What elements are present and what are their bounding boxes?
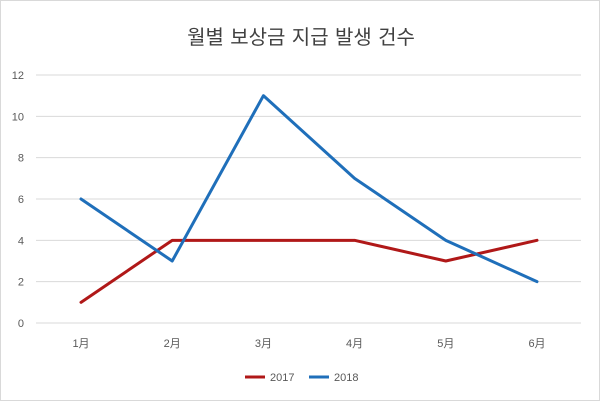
legend-label-2017: 2017	[270, 372, 294, 384]
x-tick-label: 4月	[346, 338, 363, 350]
legend: 2017 2018	[245, 372, 358, 384]
chart-title: 월별 보상금 지급 발생 건수	[187, 25, 415, 49]
y-tick-label: 8	[18, 153, 24, 165]
x-axis-ticks: 1月 2月 3月 4月 5月 6月	[72, 338, 545, 350]
gridlines	[36, 74, 581, 324]
y-tick-label: 6	[18, 194, 24, 206]
y-tick-label: 12	[12, 70, 24, 82]
x-tick-label: 5月	[437, 338, 454, 350]
y-tick-label: 0	[18, 318, 24, 330]
x-tick-label: 6月	[528, 338, 545, 350]
series-line-2018	[79, 94, 539, 284]
series-lines	[79, 94, 539, 304]
x-tick-label: 2月	[164, 338, 181, 350]
y-tick-label: 10	[12, 111, 24, 123]
y-tick-label: 4	[18, 235, 24, 247]
y-axis-ticks: 0 2 4 6 8 10 12	[12, 70, 24, 330]
legend-label-2018: 2018	[334, 372, 358, 384]
y-tick-label: 2	[18, 277, 24, 289]
x-tick-label: 1月	[72, 338, 89, 350]
x-tick-label: 3月	[255, 338, 272, 350]
